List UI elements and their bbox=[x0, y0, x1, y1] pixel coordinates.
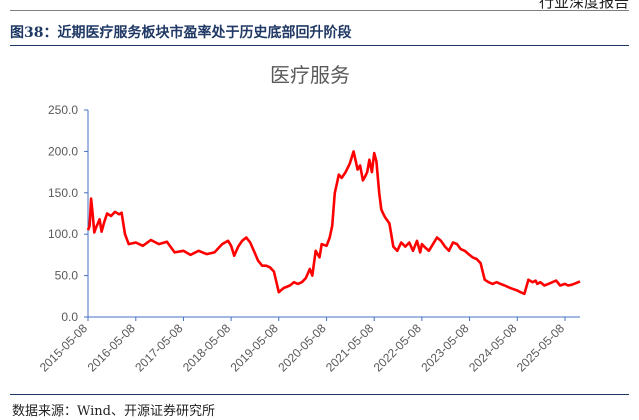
x-tick-label: 2018-05-08 bbox=[180, 321, 234, 375]
footer-rule bbox=[10, 394, 629, 395]
chart-title: 医疗服务 bbox=[270, 63, 350, 87]
y-tick-label: 0.0 bbox=[61, 310, 78, 324]
x-tick-label: 2025-05-08 bbox=[514, 321, 568, 375]
x-tick-label: 2019-05-08 bbox=[228, 321, 282, 375]
figure-caption: 图38：近期医疗服务板块市盈率处于历史底部回升阶段 bbox=[10, 22, 351, 42]
x-tick-label: 2017-05-08 bbox=[132, 321, 186, 375]
y-tick-label: 200.0 bbox=[48, 144, 78, 158]
y-tick-label: 250.0 bbox=[48, 103, 78, 117]
header-rule bbox=[10, 10, 629, 11]
figure-caption-text: 近期医疗服务板块市盈率处于历史底部回升阶段 bbox=[57, 25, 352, 41]
pe-ratio-series-line bbox=[86, 150, 581, 296]
caption-rule bbox=[10, 45, 629, 46]
y-tick-label: 100.0 bbox=[48, 227, 78, 241]
x-tick-label: 2021-05-08 bbox=[323, 321, 377, 375]
y-tick-label: 150.0 bbox=[48, 186, 78, 200]
data-source-note: 数据来源：Wind、开源证券研究所 bbox=[12, 404, 215, 419]
x-tick-label: 2016-05-08 bbox=[85, 321, 139, 375]
y-axis: 0.0 50.0 100.0 150.0 200.0 250.0 bbox=[48, 103, 89, 324]
x-tick-label: 2024-05-08 bbox=[466, 321, 520, 375]
x-tick-label: 2020-05-08 bbox=[275, 321, 329, 375]
x-tick-label: 2022-05-08 bbox=[371, 321, 425, 375]
x-tick-label: 2015-05-08 bbox=[37, 321, 91, 375]
report-type-header: 行业深度报告 bbox=[538, 0, 629, 11]
figure-label: 图38： bbox=[10, 25, 58, 41]
series-group bbox=[86, 150, 581, 296]
y-tick-label: 50.0 bbox=[55, 269, 79, 283]
x-tick-label: 2023-05-08 bbox=[418, 321, 472, 375]
x-axis: 2015-05-082016-05-082017-05-082018-05-08… bbox=[37, 316, 580, 375]
